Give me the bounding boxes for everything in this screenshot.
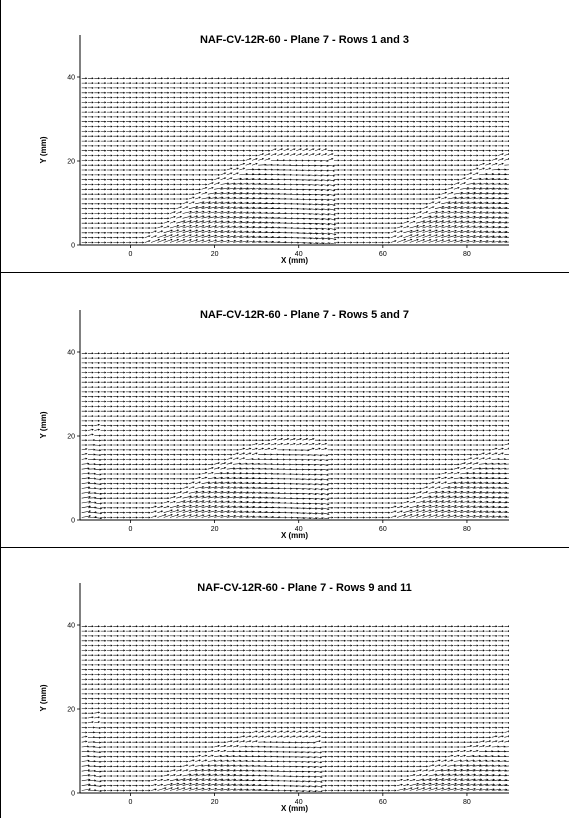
y-tick-label: 20 (67, 159, 75, 166)
x-tick-label: 80 (463, 251, 471, 258)
y-tick-label: 0 (71, 518, 75, 525)
x-axis-label: X (mm) (281, 531, 308, 540)
vector-plot-2: NAF-CV-12R-60 - Plane 7 - Rows 5 and 7 0 2… (39, 309, 509, 540)
x-axis-label: X (mm) (281, 256, 308, 265)
left-border (0, 0, 1, 818)
x-tick-label: 0 (129, 799, 133, 806)
panel-divider-2 (0, 547, 569, 548)
y-tick-label: 40 (67, 350, 75, 357)
vector-field (81, 352, 509, 519)
x-tick-label: 0 (129, 526, 133, 533)
x-tick-label: 20 (211, 526, 219, 533)
y-axis-label: Y (mm) (39, 684, 48, 711)
vector-field (81, 77, 509, 244)
x-tick-label: 80 (463, 799, 471, 806)
chart-title: NAF-CV-12R-60 - Plane 7 - Rows 9 and 11 (197, 582, 412, 594)
y-tick-label: 0 (71, 243, 75, 250)
vector-arrows (81, 352, 509, 519)
vector-arrows (81, 77, 509, 244)
y-axis-label: Y (mm) (39, 411, 48, 438)
x-tick-label: 60 (379, 251, 387, 258)
chart-panel-3: NAF-CV-12R-60 - Plane 7 - Rows 9 and 11 0… (0, 548, 569, 818)
x-axis-label: X (mm) (281, 804, 308, 813)
vector-plot-1: NAF-CV-12R-60 - Plane 7 - Rows 1 and 3 0 2… (39, 34, 509, 265)
y-tick-label: 20 (67, 434, 75, 441)
vector-field (81, 625, 509, 792)
panel-divider-1 (0, 272, 569, 273)
x-tick-label: 40 (295, 251, 303, 258)
vector-plot-3: NAF-CV-12R-60 - Plane 7 - Rows 9 and 11 0… (39, 582, 509, 813)
x-tick-label: 60 (379, 799, 387, 806)
chart-panel-1: NAF-CV-12R-60 - Plane 7 - Rows 1 and 3 0 2… (0, 0, 569, 272)
y-tick-label: 40 (67, 623, 75, 630)
x-tick-label: 80 (463, 526, 471, 533)
vector-arrows (81, 625, 509, 792)
chart-title: NAF-CV-12R-60 - Plane 7 - Rows 1 and 3 (200, 34, 409, 46)
y-tick-label: 0 (71, 791, 75, 798)
x-tick-label: 40 (295, 799, 303, 806)
y-axis-label: Y (mm) (39, 136, 48, 163)
y-tick-label: 40 (67, 75, 75, 82)
chart-panel-2: NAF-CV-12R-60 - Plane 7 - Rows 5 and 7 0 2… (0, 273, 569, 547)
x-tick-label: 20 (211, 799, 219, 806)
x-tick-label: 0 (129, 251, 133, 258)
y-tick-label: 20 (67, 707, 75, 714)
x-tick-label: 20 (211, 251, 219, 258)
chart-title: NAF-CV-12R-60 - Plane 7 - Rows 5 and 7 (200, 309, 409, 321)
x-tick-label: 60 (379, 526, 387, 533)
x-tick-label: 40 (295, 526, 303, 533)
